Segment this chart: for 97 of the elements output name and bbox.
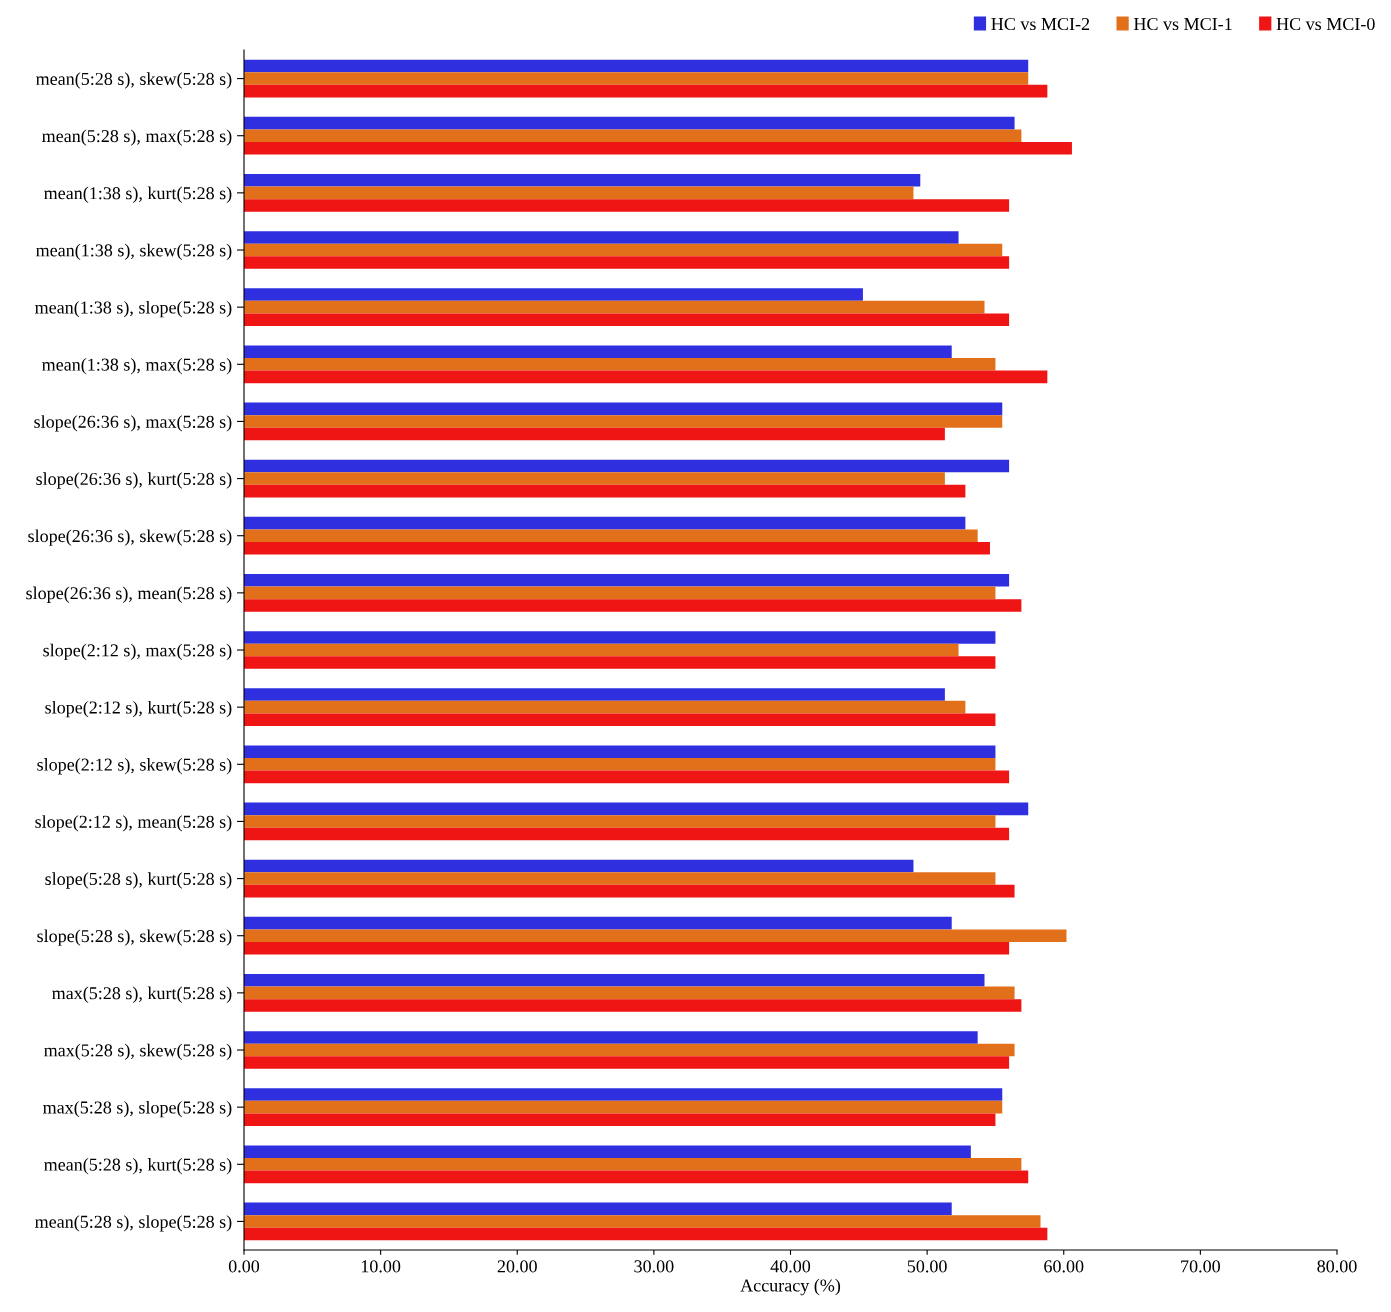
bar bbox=[244, 631, 996, 644]
bar bbox=[244, 427, 945, 441]
x-tick-label: 50.00 bbox=[907, 1260, 947, 1273]
bar bbox=[244, 700, 966, 714]
bar bbox=[244, 402, 1003, 416]
bar bbox=[244, 186, 914, 200]
bar bbox=[244, 599, 1022, 612]
x-tick-label: 0.00 bbox=[228, 1260, 260, 1273]
y-tick-label: slope(26:36 s), skew(5:28 s) bbox=[28, 529, 232, 546]
legend-label: HC vs MCI-2 bbox=[991, 17, 1090, 31]
bar bbox=[244, 770, 1010, 784]
bar bbox=[244, 116, 1015, 130]
x-tick-label: 20.00 bbox=[497, 1260, 537, 1273]
y-tick-label: slope(5:28 s), kurt(5:28 s) bbox=[45, 872, 232, 889]
bar bbox=[244, 872, 996, 885]
y-tick-label: slope(26:36 s), mean(5:28 s) bbox=[26, 586, 232, 603]
bar bbox=[244, 1202, 952, 1216]
bar bbox=[244, 574, 1010, 587]
bar bbox=[244, 1145, 971, 1158]
y-tick-label: max(5:28 s), skew(5:28 s) bbox=[44, 1043, 232, 1061]
bar bbox=[244, 929, 1067, 942]
bar bbox=[244, 288, 863, 301]
legend-label: HC vs MCI-0 bbox=[1276, 17, 1375, 31]
bar bbox=[244, 300, 985, 314]
bar bbox=[244, 688, 945, 701]
bar bbox=[244, 656, 996, 669]
y-tick-label: max(5:28 s), slope(5:28 s) bbox=[43, 1100, 232, 1118]
y-tick-label: slope(26:36 s), max(5:28 s) bbox=[34, 415, 232, 432]
bar bbox=[244, 484, 966, 498]
x-tick-label: 80.00 bbox=[1317, 1260, 1357, 1273]
bar bbox=[244, 1056, 1010, 1069]
y-tick-label: mean(1:38 s), max(5:28 s) bbox=[42, 358, 232, 375]
y-tick-label: slope(5:28 s), skew(5:28 s) bbox=[37, 929, 232, 946]
bar bbox=[244, 129, 1022, 142]
bar bbox=[244, 459, 1010, 473]
y-tick-label: mean(1:38 s), kurt(5:28 s) bbox=[44, 186, 232, 203]
y-tick-label: mean(5:28 s), max(5:28 s) bbox=[42, 129, 232, 146]
x-tick-label: 30.00 bbox=[634, 1260, 674, 1273]
bar bbox=[244, 472, 945, 485]
bar bbox=[244, 313, 1010, 326]
y-tick-label: mean(1:38 s), skew(5:28 s) bbox=[36, 243, 232, 261]
y-tick-label: max(5:28 s), kurt(5:28 s) bbox=[52, 986, 232, 1003]
bar bbox=[244, 1043, 1015, 1057]
bar bbox=[244, 999, 1022, 1012]
bar bbox=[244, 884, 1015, 898]
bar bbox=[244, 516, 966, 530]
bar bbox=[244, 827, 1010, 841]
bar bbox=[244, 974, 985, 987]
bar bbox=[244, 1227, 1048, 1241]
bar bbox=[244, 802, 1029, 816]
bar bbox=[244, 1170, 1029, 1184]
y-tick-label: slope(2:12 s), kurt(5:28 s) bbox=[45, 700, 232, 718]
x-tick-label: 60.00 bbox=[1044, 1260, 1084, 1273]
bar bbox=[244, 713, 996, 726]
y-tick-label: mean(5:28 s), slope(5:28 s) bbox=[35, 1215, 232, 1232]
bar bbox=[244, 586, 996, 600]
x-tick-label: 40.00 bbox=[770, 1260, 811, 1273]
bar bbox=[244, 370, 1048, 384]
y-tick-label: mean(5:28 s), kurt(5:28 s) bbox=[44, 1158, 232, 1175]
bar bbox=[244, 815, 996, 828]
bar bbox=[244, 1158, 1022, 1171]
bar bbox=[244, 199, 1010, 212]
bar bbox=[244, 916, 952, 930]
bar bbox=[244, 942, 1010, 955]
bar bbox=[244, 542, 990, 555]
x-tick-label: 10.00 bbox=[361, 1260, 401, 1273]
y-tick-label: slope(2:12 s), skew(5:28 s) bbox=[37, 758, 232, 775]
bar bbox=[244, 358, 996, 371]
bar bbox=[244, 1031, 978, 1044]
bar bbox=[244, 859, 914, 873]
bar bbox=[244, 59, 1029, 73]
y-tick-label: slope(2:12 s), mean(5:28 s) bbox=[35, 815, 232, 832]
bar bbox=[244, 345, 952, 358]
bar bbox=[244, 243, 1003, 257]
bar bbox=[244, 1100, 1003, 1114]
bar bbox=[244, 758, 996, 771]
y-tick-label: slope(26:36 s), kurt(5:28 s) bbox=[36, 472, 232, 489]
bar bbox=[244, 1215, 1041, 1228]
legend-label: HC vs MCI-1 bbox=[1133, 17, 1232, 31]
x-tick-label: 70.00 bbox=[1181, 1260, 1220, 1273]
bar bbox=[244, 986, 1015, 1000]
bar bbox=[244, 745, 996, 758]
y-tick-label: mean(1:38 s), slope(5:28 s) bbox=[35, 300, 232, 318]
bar bbox=[244, 174, 921, 187]
bar bbox=[244, 231, 959, 244]
bar bbox=[244, 643, 959, 657]
bar bbox=[244, 1088, 1003, 1101]
bar bbox=[244, 84, 1048, 98]
bar bbox=[244, 72, 1029, 85]
bar bbox=[244, 142, 1072, 155]
bar bbox=[244, 1113, 996, 1126]
y-tick-label: slope(2:12 s), max(5:28 s) bbox=[43, 643, 232, 661]
y-tick-label: mean(5:28 s), skew(5:28 s) bbox=[36, 72, 232, 89]
bar bbox=[244, 415, 1003, 428]
bar bbox=[244, 529, 978, 542]
x-axis-title: Accuracy (%) bbox=[740, 1278, 841, 1296]
bar bbox=[244, 256, 1010, 269]
